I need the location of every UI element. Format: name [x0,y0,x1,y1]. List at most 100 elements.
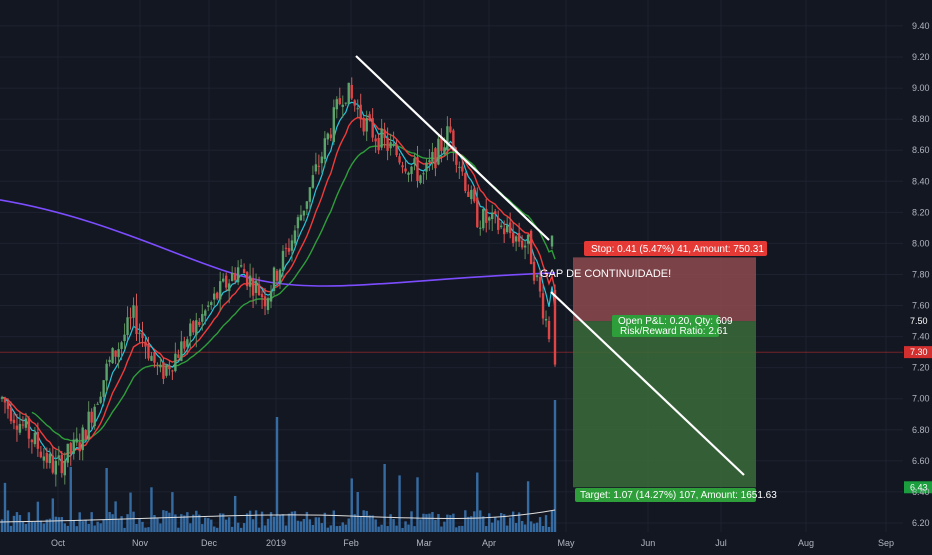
candle-body [425,162,428,172]
volume-bar [245,513,249,532]
volume-bar [242,523,246,532]
candle-body [443,147,446,155]
trendlines[interactable] [355,55,745,476]
volume-bar [129,492,132,532]
volume-bar [51,498,55,532]
time-axis[interactable]: Oct Nov Dec 2019 Feb Mar Apr May Jun Jul Aug Sep [51,538,894,548]
candle-body [245,272,249,287]
volume-bar [368,515,371,532]
volume-bar [57,517,60,532]
volume-bar [120,516,123,532]
volume-bar [219,513,222,532]
ema-slow-line [31,143,556,442]
volume-bar [497,520,500,532]
volume-bar [407,524,410,532]
volume-bar [392,519,395,532]
volume-bar [48,518,52,532]
candle-body [497,217,500,230]
candle-body [102,380,105,397]
volume-bar [108,511,111,532]
volume-bar [359,516,362,532]
price-axis-bg [903,0,932,550]
candle-body [398,156,401,163]
volume-bar [311,524,315,532]
candle-body [419,175,422,183]
volume-bar [520,521,524,532]
price-tick-label: 8.00 [912,238,930,248]
volume-bar [401,527,404,532]
candle-body [535,275,539,278]
candle-body [171,370,174,372]
candle-body [15,425,19,430]
price-tick-label: 8.60 [912,145,930,155]
candle-body [183,341,186,349]
candle-body [389,142,392,149]
candle-body [51,455,55,473]
volume-bar [266,518,270,532]
volume-bar [90,512,93,532]
volume-bar [96,521,99,532]
volume-bar [535,522,539,532]
volume-bar [404,521,407,532]
candle-body [365,117,368,132]
volume-bar [159,523,162,532]
volume-bar [523,524,527,532]
candle-body [219,281,222,300]
candle-body [272,267,276,291]
time-tick-label: Mar [416,538,432,548]
candle-body [266,298,270,311]
candle-body [168,365,171,370]
volume-bar [452,513,455,532]
candle-body [488,217,491,221]
candle-body [18,423,22,433]
candle-body [308,187,312,202]
volume-bar [544,515,548,532]
volume-bar [398,475,401,532]
candle-body [216,292,219,299]
candle-body [165,365,168,376]
volume-bar [174,514,177,532]
time-tick-label: 2019 [266,538,286,548]
candle-body [404,168,407,172]
candle-body [502,228,506,235]
candle-body [344,102,347,104]
candle-body [144,341,147,347]
candle-body [120,342,123,349]
candle-body [538,276,542,292]
candle-body [517,233,521,242]
candle-body [236,267,240,283]
volume-bar [371,515,374,532]
price-axis[interactable]: 9.40 9.20 9.00 8.80 8.60 8.40 8.20 8.00 7.80 7.60… [903,0,932,550]
time-tick-label: Nov [132,538,149,548]
volume-bar [419,519,422,532]
volume-bar [150,487,153,532]
volume-bar [275,417,279,532]
volume-bar [132,511,135,532]
candle-body [407,172,410,175]
volume-bar [260,511,264,532]
candle-body [9,407,13,422]
volume-bar [81,521,84,532]
position-zones [573,257,756,488]
price-marker-label: 6.43 [910,482,928,492]
candle-body [520,240,524,248]
candle-body [45,452,49,463]
volume-bar [434,519,437,532]
candle-body [505,225,509,233]
volume-bar [473,511,476,532]
candle-body [437,138,440,165]
candle-body [48,453,52,464]
volume-bar [3,482,7,532]
candle-body [99,396,102,403]
candle-body [341,104,344,107]
candle-body [356,108,359,110]
volume-bar [147,527,150,532]
candle-body [201,314,204,322]
target-zone [573,321,756,488]
volume-bar [362,510,365,532]
volume-bar [126,514,129,532]
stop-label: Stop: 0.41 (5.47%) 41, Amount: 750.31 [591,244,764,255]
volume-bar [482,516,485,532]
volume-bar [410,511,413,532]
